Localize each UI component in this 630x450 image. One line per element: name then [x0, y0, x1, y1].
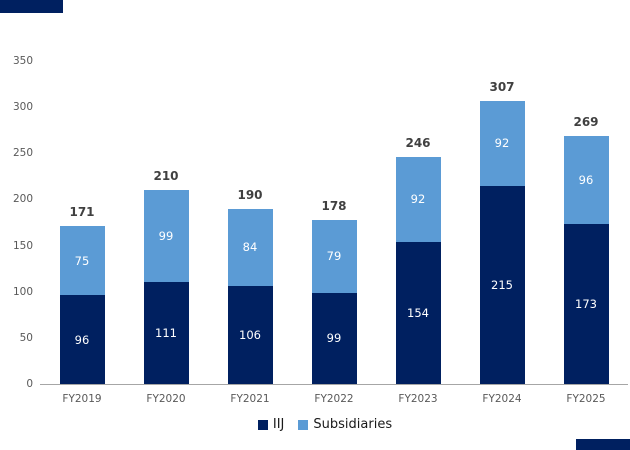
- bar-segment-iij-fy2023: 154: [395, 241, 441, 384]
- bar-total-label: 307: [489, 79, 515, 94]
- y-axis-tick-label: 300: [12, 101, 33, 114]
- bar-segment-iij-fy2021: 106: [227, 286, 273, 384]
- chart-legend: IIJ Subsidiaries: [0, 417, 630, 433]
- bar-value-label: 96: [74, 332, 90, 347]
- bar-value-label: 75: [74, 253, 90, 268]
- legend-item-iij: IIJ: [257, 417, 285, 433]
- bar-value-label: 79: [326, 249, 342, 264]
- legend-swatch-icon: [257, 420, 268, 430]
- legend-label: Subsidiaries: [313, 417, 393, 432]
- x-axis-category-label: FY2024: [482, 393, 522, 405]
- y-axis-tick-label: 150: [12, 239, 33, 252]
- bar-total-label: 210: [153, 169, 179, 184]
- bar-value-label: 111: [155, 325, 177, 340]
- y-axis-tick-label: 0: [26, 378, 33, 390]
- bar-value-label: 92: [494, 136, 510, 151]
- y-axis-tick-label: 50: [19, 331, 33, 344]
- bar-value-label: 96: [578, 173, 594, 188]
- decor-top-left-rect: [0, 0, 63, 13]
- bar-segment-iij-fy2025: 173: [563, 224, 609, 384]
- bar-segment-iij-fy2020: 111: [143, 281, 189, 384]
- legend-label: IIJ: [272, 417, 285, 432]
- bar-segment-subsidiaries-fy2023: 92: [395, 156, 441, 242]
- bar-total-label: 269: [573, 114, 599, 129]
- x-axis-category-label: FY2025: [566, 393, 606, 405]
- bar-total-label: 190: [237, 187, 263, 202]
- x-axis-line: [40, 384, 628, 385]
- y-axis-tick-label: 100: [12, 285, 33, 298]
- bar-value-label: 106: [239, 328, 261, 343]
- bar-segment-subsidiaries-fy2024: 92: [479, 100, 525, 186]
- bar-value-label: 92: [410, 192, 426, 207]
- bar-value-label: 215: [491, 277, 513, 292]
- legend-item-subsidiaries: Subsidiaries: [298, 417, 392, 433]
- x-axis-category-label: FY2020: [146, 393, 186, 405]
- bar-segment-subsidiaries-fy2020: 99: [143, 190, 189, 282]
- bar-value-label: 154: [407, 305, 429, 320]
- bar-total-label: 171: [69, 205, 95, 220]
- bar-total-label: 178: [321, 198, 347, 213]
- bar-value-label: 99: [158, 228, 174, 243]
- bar-segment-subsidiaries-fy2025: 96: [563, 135, 609, 225]
- x-axis-category-label: FY2022: [314, 393, 354, 405]
- bar-segment-subsidiaries-fy2022: 79: [311, 219, 357, 293]
- bar-value-label: 173: [575, 297, 597, 312]
- x-axis-category-label: FY2023: [398, 393, 438, 405]
- bar-segment-iij-fy2019: 96: [59, 295, 105, 384]
- y-axis-tick-label: 350: [12, 55, 33, 67]
- decor-bottom-right-rect: [576, 439, 630, 450]
- bar-segment-subsidiaries-fy2021: 84: [227, 208, 273, 287]
- bar-value-label: 84: [242, 240, 258, 255]
- x-axis-category-label: FY2019: [62, 393, 102, 405]
- x-axis-category-label: FY2021: [230, 393, 270, 405]
- y-axis-tick-label: 250: [12, 147, 33, 160]
- bar-segment-iij-fy2024: 215: [479, 185, 525, 384]
- y-axis-tick-label: 200: [12, 193, 33, 206]
- bar-segment-iij-fy2022: 99: [311, 292, 357, 384]
- bar-segment-subsidiaries-fy2019: 75: [59, 226, 105, 296]
- legend-swatch-icon: [298, 420, 309, 430]
- bar-total-label: 246: [405, 135, 431, 150]
- bar-value-label: 99: [326, 331, 342, 346]
